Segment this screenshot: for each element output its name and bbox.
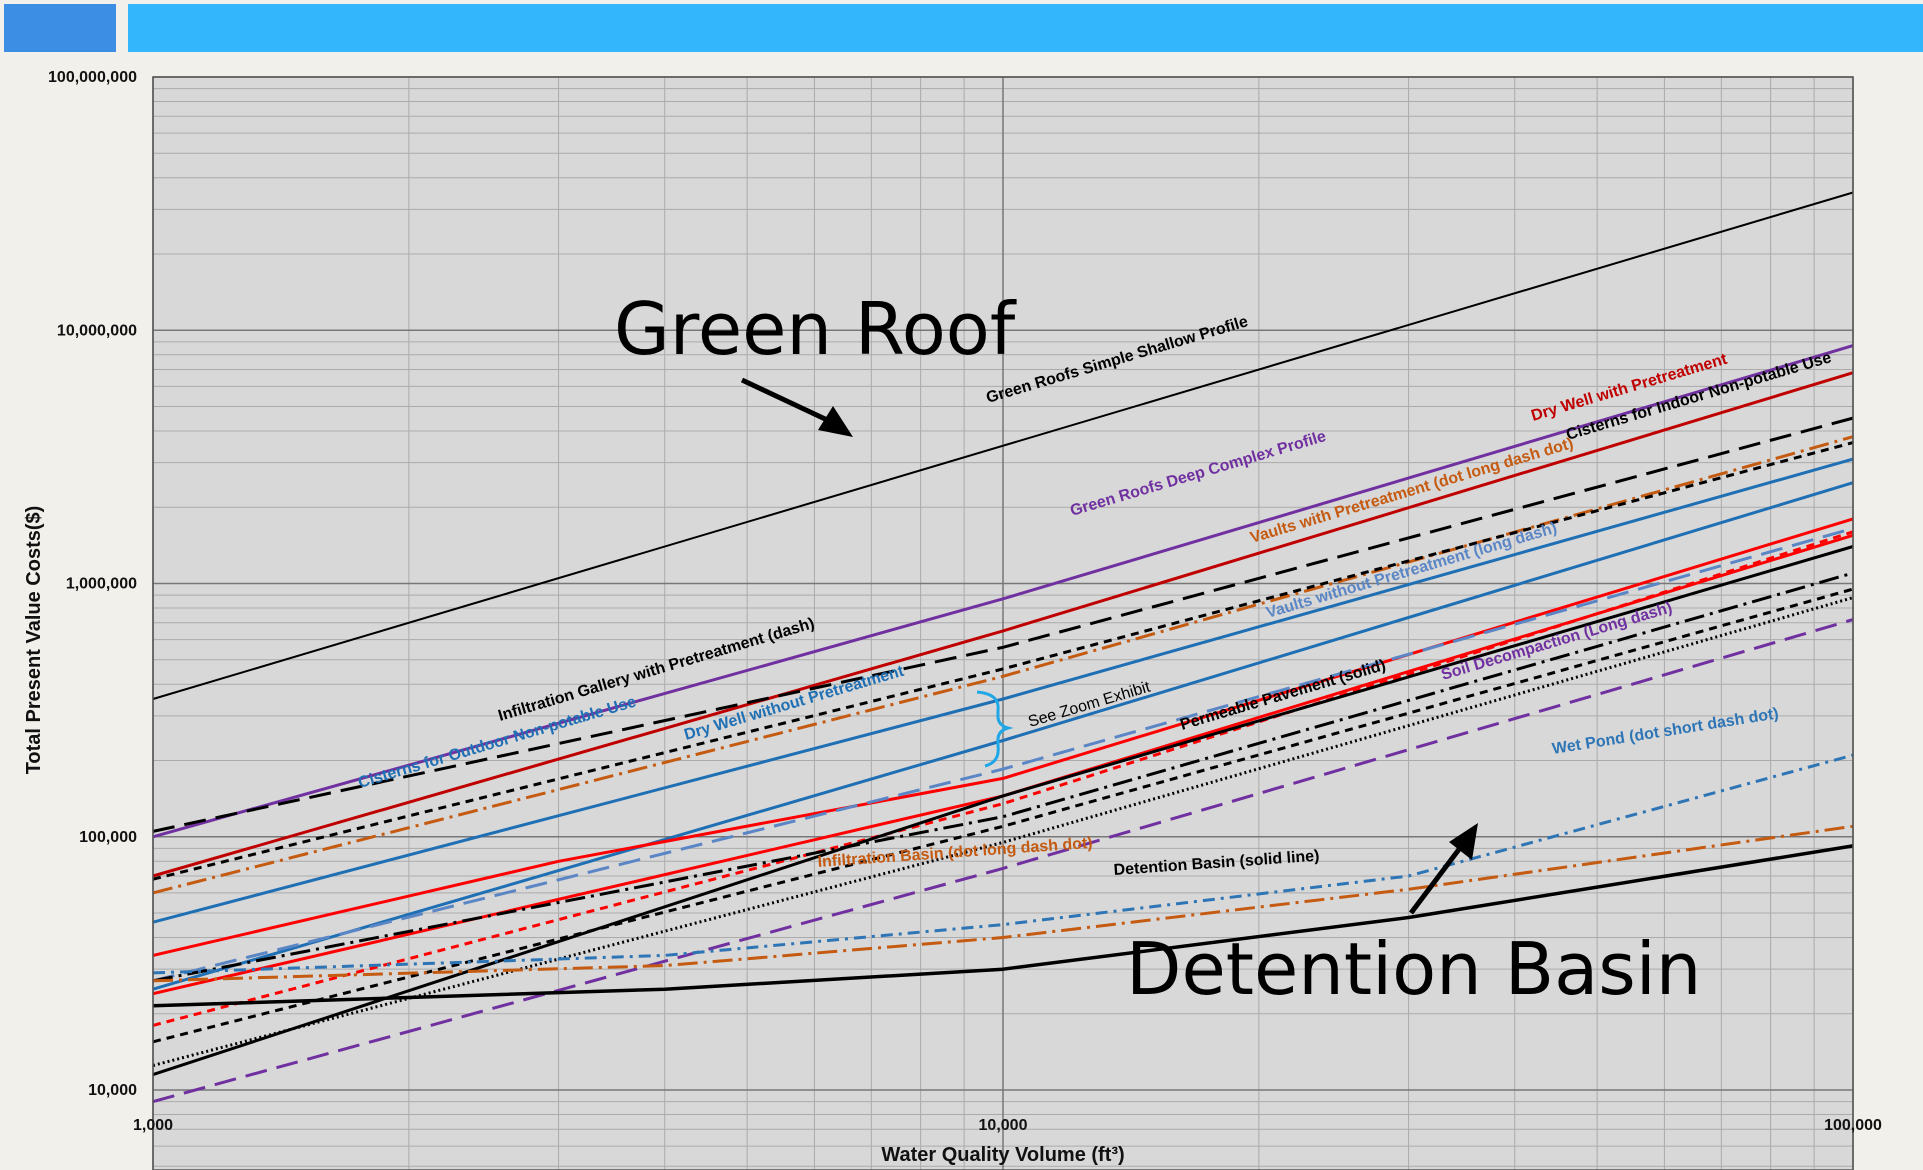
x-axis-title: Water Quality Volume (ft³) xyxy=(881,1144,1124,1166)
y-tick-label: 10,000,000 xyxy=(57,322,137,339)
y-tick-label: 10,000 xyxy=(88,1082,137,1099)
header-bar-left xyxy=(4,4,116,52)
series-line-19 xyxy=(152,844,1854,1008)
series-lines xyxy=(152,191,1854,1104)
series-line-16 xyxy=(152,618,1854,1104)
y-axis-title: Total Present Value Costs($) xyxy=(23,506,45,775)
plot-border xyxy=(152,76,1854,1170)
x-tick-label: 1,000 xyxy=(133,1117,173,1134)
series-line-10 xyxy=(152,530,1854,1027)
series-line-13 xyxy=(152,571,1854,983)
series-line-3 xyxy=(152,416,1854,833)
series-line-11 xyxy=(152,526,1854,983)
green-roof-arrow-shaft xyxy=(740,377,842,429)
green-roof-callout: Green Roof xyxy=(614,287,1017,371)
detention-basin-callout: Detention Basin xyxy=(1126,927,1701,1011)
series-line-18 xyxy=(152,824,1854,983)
detention-basin-arrow-shaft xyxy=(1409,838,1468,915)
zoom-brace xyxy=(976,690,1014,768)
y-axis-ticks: 10,000 100,000 1,000,000 10,000,000 100,000,… xyxy=(48,69,137,1099)
header-bar-right xyxy=(128,4,1923,52)
series-line-12 xyxy=(152,545,1854,1077)
series-line-2 xyxy=(152,371,1854,878)
y-tick-label: 100,000 xyxy=(79,829,137,846)
series-line-4 xyxy=(152,435,1854,895)
x-tick-label: 100,000 xyxy=(1824,1117,1882,1134)
green-roof-arrow-head xyxy=(818,406,853,437)
y-tick-label: 1,000,000 xyxy=(66,576,137,593)
series-line-5 xyxy=(152,441,1854,881)
x-tick-label: 10,000 xyxy=(979,1117,1028,1134)
y-tick-label: 100,000,000 xyxy=(48,69,137,86)
series-line-0 xyxy=(152,191,1854,700)
x-axis-ticks: 1,000 10,000 100,000 xyxy=(133,1117,1882,1134)
series-line-6 xyxy=(152,457,1854,924)
series-line-1 xyxy=(152,344,1854,839)
series-line-17 xyxy=(152,753,1854,975)
detention-basin-arrow-head xyxy=(1449,823,1478,860)
series-line-7 xyxy=(152,481,1854,991)
